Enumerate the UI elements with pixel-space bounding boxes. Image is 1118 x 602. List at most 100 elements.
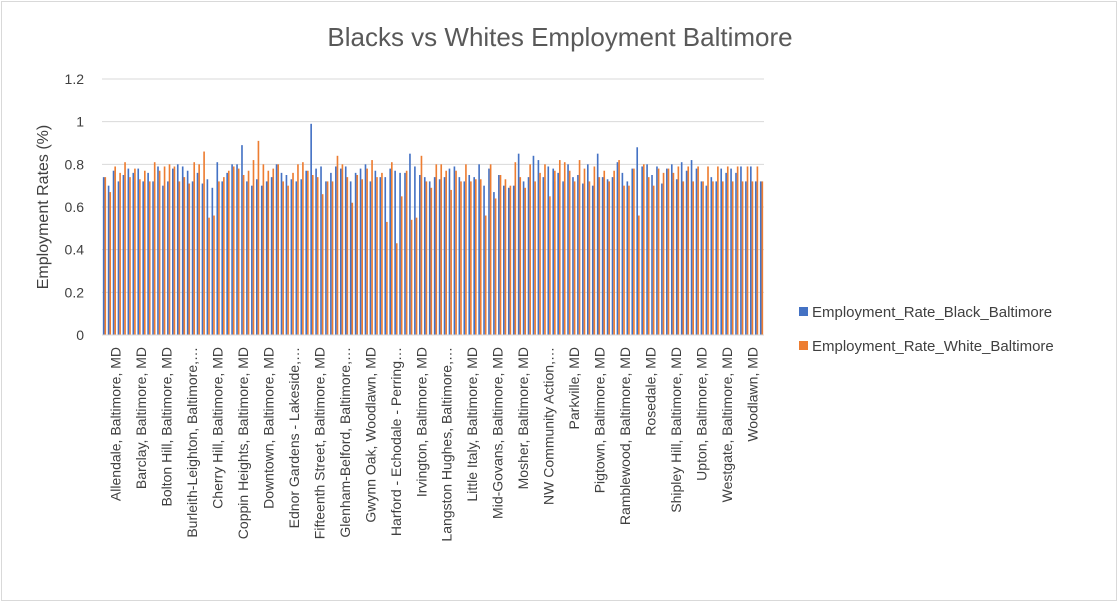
bar-white bbox=[381, 172, 383, 335]
bar-white bbox=[638, 215, 640, 335]
bar-black bbox=[196, 172, 199, 335]
bar-black bbox=[325, 181, 327, 335]
bar-black bbox=[122, 175, 125, 335]
bar-black bbox=[191, 181, 194, 335]
x-tick-label: Ednor Gardens - Lakeside,… bbox=[286, 347, 302, 528]
bar-white bbox=[386, 221, 388, 335]
bar-white bbox=[232, 166, 235, 335]
bar-black bbox=[147, 172, 149, 335]
y-tick-label: 0.8 bbox=[65, 156, 85, 172]
bar-white bbox=[494, 198, 497, 335]
bar-white bbox=[321, 194, 324, 335]
bar-black bbox=[206, 179, 209, 335]
bar-white bbox=[573, 181, 576, 335]
x-tick-label: Mid-Govans, Baltimore, MD bbox=[490, 347, 506, 519]
bar-black bbox=[537, 160, 540, 335]
bar-white bbox=[519, 177, 522, 335]
bar-white bbox=[119, 172, 121, 335]
bar-white bbox=[366, 168, 368, 335]
bar-black bbox=[552, 168, 555, 335]
bar-white bbox=[554, 170, 556, 335]
bar-white bbox=[455, 170, 457, 335]
bar-black bbox=[270, 177, 273, 335]
bar-black bbox=[725, 172, 727, 335]
bar-black bbox=[577, 175, 579, 335]
bar-black bbox=[364, 164, 367, 335]
bar-black bbox=[216, 162, 219, 335]
bar-white bbox=[395, 243, 398, 335]
x-tick-label: Mosher, Baltimore, MD bbox=[515, 347, 531, 489]
bar-black bbox=[285, 175, 288, 335]
bar-white bbox=[257, 140, 260, 335]
bar-black bbox=[384, 177, 387, 335]
bar-black bbox=[443, 177, 446, 335]
bar-black bbox=[517, 153, 520, 335]
bar-white bbox=[143, 170, 146, 335]
bar-white bbox=[450, 189, 452, 335]
x-tick-label: Coppin Heights, Baltimore, MD bbox=[235, 347, 251, 539]
bar-black bbox=[562, 181, 564, 335]
bar-black bbox=[176, 164, 179, 335]
bar-black bbox=[621, 172, 624, 335]
bar-white bbox=[756, 166, 759, 335]
bar-black bbox=[414, 166, 416, 335]
bar-black bbox=[379, 177, 382, 335]
bar-black bbox=[507, 187, 510, 335]
bar-black bbox=[117, 181, 120, 335]
x-tick-label: Pigtown, Baltimore, MD bbox=[592, 347, 608, 493]
bar-white bbox=[692, 181, 694, 335]
bar-white bbox=[237, 168, 240, 335]
bar-white bbox=[514, 162, 517, 335]
bar-white bbox=[109, 192, 112, 335]
bar-black bbox=[710, 177, 713, 335]
bar-white bbox=[158, 170, 161, 335]
bar-black bbox=[409, 153, 411, 335]
bar-black bbox=[369, 181, 372, 335]
bar-black bbox=[493, 192, 495, 335]
bar-white bbox=[642, 164, 645, 335]
bar-white bbox=[470, 181, 472, 335]
bar-white bbox=[662, 172, 665, 335]
bar-black bbox=[102, 177, 105, 335]
bar-white bbox=[218, 181, 220, 335]
bar-white bbox=[633, 168, 635, 335]
bar-black bbox=[468, 175, 471, 335]
bar-white bbox=[667, 168, 670, 335]
x-tick-label: Cherry Hill, Baltimore, MD bbox=[210, 347, 226, 509]
bar-white bbox=[391, 162, 393, 335]
bar-white bbox=[356, 175, 359, 335]
bar-white bbox=[499, 175, 502, 335]
bar-white bbox=[410, 219, 413, 335]
bar-black bbox=[320, 166, 322, 335]
bar-white bbox=[292, 172, 294, 335]
x-tick-label: Parkville, MD bbox=[566, 347, 582, 429]
bar-black bbox=[458, 177, 461, 335]
bar-black bbox=[107, 185, 110, 335]
bar-black bbox=[611, 177, 614, 335]
bar-black bbox=[211, 187, 214, 335]
bar-white bbox=[139, 179, 141, 335]
bar-black bbox=[661, 183, 663, 335]
bar-black bbox=[374, 170, 377, 335]
x-tick-label: Fifteenth Street, Baltimore, MD bbox=[311, 347, 327, 539]
bar-white bbox=[618, 160, 620, 335]
bar-white bbox=[178, 181, 181, 335]
bar-black bbox=[265, 181, 268, 335]
bar-black bbox=[181, 166, 184, 335]
bar-black bbox=[532, 155, 535, 335]
bar-black bbox=[586, 164, 589, 335]
bar-black bbox=[389, 168, 392, 335]
bar-black bbox=[478, 164, 480, 335]
bar-white bbox=[524, 187, 527, 335]
x-tick-label: Bolton Hill, Baltimore, MD bbox=[159, 347, 175, 507]
y-tick-label: 0.2 bbox=[65, 284, 85, 300]
bar-white bbox=[489, 164, 492, 335]
bar-white bbox=[208, 217, 210, 335]
bar-black bbox=[419, 175, 421, 335]
legend-swatch-white bbox=[799, 341, 808, 350]
bar-black bbox=[201, 183, 204, 335]
bar-black bbox=[750, 166, 752, 335]
bar-black bbox=[404, 172, 406, 335]
bar-white bbox=[104, 177, 107, 335]
